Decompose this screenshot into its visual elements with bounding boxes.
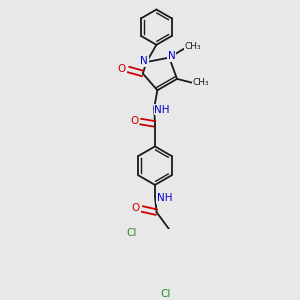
Text: Cl: Cl bbox=[126, 228, 136, 238]
Text: O: O bbox=[132, 203, 140, 213]
Text: NH: NH bbox=[154, 104, 170, 115]
Text: O: O bbox=[130, 116, 138, 126]
Text: N: N bbox=[168, 51, 176, 61]
Text: N: N bbox=[140, 56, 148, 66]
Text: CH₃: CH₃ bbox=[193, 78, 209, 87]
Text: O: O bbox=[118, 64, 126, 74]
Text: CH₃: CH₃ bbox=[185, 42, 202, 51]
Text: Cl: Cl bbox=[161, 289, 171, 298]
Text: NH: NH bbox=[157, 193, 172, 203]
